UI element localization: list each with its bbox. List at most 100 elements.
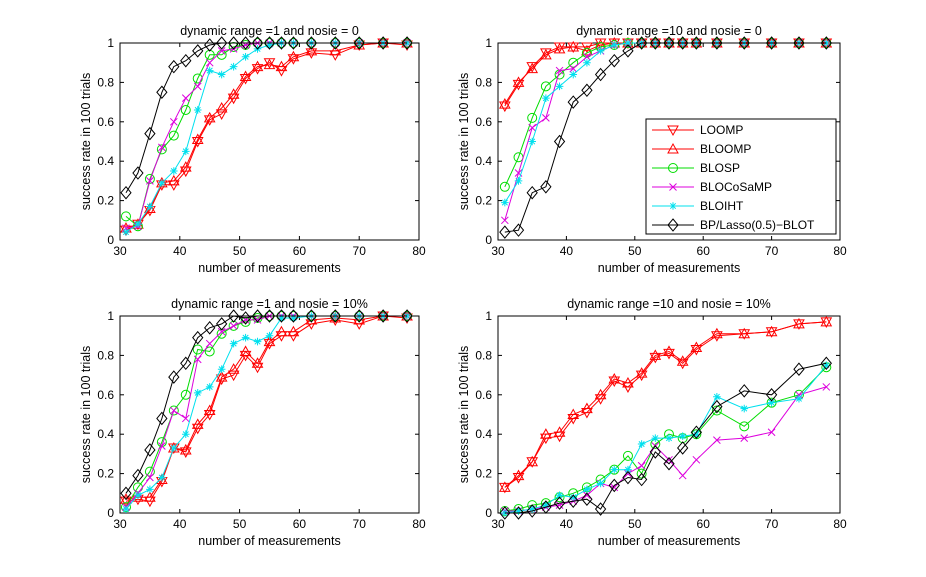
- data-point-marker: [498, 101, 511, 113]
- data-point-marker: [676, 355, 689, 366]
- data-point-marker: [567, 40, 580, 52]
- data-point-marker: [555, 491, 564, 500]
- x-tick-label: 70: [353, 244, 367, 258]
- data-point-marker: [192, 330, 204, 345]
- data-point-marker: [120, 211, 131, 222]
- data-point-marker: [738, 384, 750, 398]
- data-point-marker: [678, 471, 687, 480]
- data-point-marker: [526, 455, 539, 467]
- data-point-marker: [227, 370, 240, 382]
- data-point-marker: [227, 363, 240, 374]
- data-point-marker: [635, 370, 648, 382]
- y-tick-label: 0.6: [97, 115, 114, 129]
- data-point-marker: [205, 58, 214, 67]
- data-point-marker: [711, 399, 723, 414]
- data-point-marker: [542, 94, 550, 102]
- data-point-marker: [622, 376, 634, 388]
- series-bp-lasso-0-5-blot: [499, 36, 832, 239]
- subplot-title: dynamic range =10 and nosie = 10%: [567, 297, 771, 311]
- data-point-marker: [822, 383, 831, 391]
- data-point-marker: [581, 402, 593, 414]
- data-point-marker: [822, 361, 831, 370]
- data-point-marker: [263, 58, 276, 70]
- data-point-marker: [692, 430, 701, 438]
- data-point-marker: [663, 348, 675, 360]
- y-tick-label: 0.4: [475, 427, 492, 441]
- data-point-marker: [663, 456, 675, 471]
- data-point-marker: [193, 389, 202, 397]
- data-point-marker: [624, 465, 632, 474]
- legend-label: BLOIHT: [700, 199, 744, 213]
- data-point-marker: [215, 109, 228, 120]
- data-point-marker: [403, 312, 411, 320]
- y-tick-label: 0.2: [97, 467, 114, 481]
- data-point-marker: [203, 111, 216, 123]
- data-point-marker: [251, 357, 264, 368]
- data-point-marker: [512, 506, 525, 520]
- data-point-marker: [158, 442, 166, 450]
- data-point-marker: [144, 173, 155, 184]
- data-point-marker: [156, 411, 168, 426]
- data-point-marker: [158, 473, 166, 482]
- x-tick-label: 80: [412, 244, 426, 258]
- data-point-marker: [622, 44, 634, 58]
- data-point-marker: [132, 166, 144, 180]
- data-point-marker: [305, 44, 318, 56]
- data-point-marker: [583, 52, 591, 61]
- data-point-marker: [594, 502, 607, 516]
- data-point-marker: [263, 36, 276, 50]
- y-tick-label: 0.8: [97, 75, 114, 89]
- data-point-marker: [353, 36, 365, 50]
- data-point-marker: [205, 66, 214, 75]
- data-point-marker: [649, 445, 661, 459]
- data-point-marker: [144, 202, 156, 213]
- data-point-marker: [608, 53, 620, 68]
- data-point-marker: [144, 443, 156, 457]
- data-point-marker: [401, 36, 413, 50]
- x-tick-label: 50: [233, 244, 247, 258]
- data-point-marker: [275, 325, 288, 337]
- data-point-marker: [583, 58, 591, 67]
- data-point-marker: [553, 42, 566, 54]
- data-point-marker: [275, 36, 288, 50]
- data-point-marker: [253, 316, 262, 324]
- data-point-marker: [567, 95, 579, 109]
- x-tick-label: 30: [113, 244, 127, 258]
- x-tick-label: 50: [628, 244, 642, 258]
- legend-swatch-marker: [667, 218, 679, 232]
- data-point-marker: [353, 309, 365, 323]
- legend: LOOMP BLOOMP BLOSP BLOCoSaMP BLOIHT BP/Lasso(…: [645, 118, 837, 235]
- data-point-marker: [581, 83, 593, 98]
- data-point-marker: [569, 64, 578, 73]
- data-point-marker: [169, 117, 178, 126]
- data-point-marker: [711, 36, 723, 50]
- x-tick-label: 30: [113, 517, 127, 531]
- legend-swatch-marker: [669, 183, 677, 191]
- data-point-marker: [512, 469, 525, 481]
- data-point-marker: [527, 112, 538, 123]
- data-point-marker: [227, 88, 240, 99]
- data-point-marker: [609, 39, 620, 50]
- data-point-marker: [305, 309, 318, 323]
- data-point-marker: [581, 492, 593, 506]
- data-point-marker: [180, 104, 191, 115]
- data-point-marker: [767, 398, 776, 407]
- x-axis-label: number of measurements: [598, 534, 740, 548]
- data-point-marker: [765, 325, 778, 337]
- x-tick-label: 60: [293, 517, 307, 531]
- legend-label: BLOSP: [700, 161, 740, 175]
- data-point-marker: [540, 180, 552, 194]
- data-point-marker: [168, 59, 180, 74]
- data-point-marker: [766, 397, 777, 408]
- data-point-marker: [180, 356, 192, 371]
- data-point-marker: [158, 179, 166, 187]
- legend-swatch-marker: [669, 202, 677, 210]
- data-point-marker: [144, 491, 156, 502]
- legend-label: BLOCoSaMP: [700, 180, 772, 194]
- data-point-marker: [144, 126, 156, 141]
- data-point-marker: [555, 66, 564, 75]
- data-point-marker: [553, 134, 566, 149]
- x-axis-label: number of measurements: [198, 534, 340, 548]
- y-tick-label: 0.8: [475, 75, 492, 89]
- plot-area: [497, 315, 841, 514]
